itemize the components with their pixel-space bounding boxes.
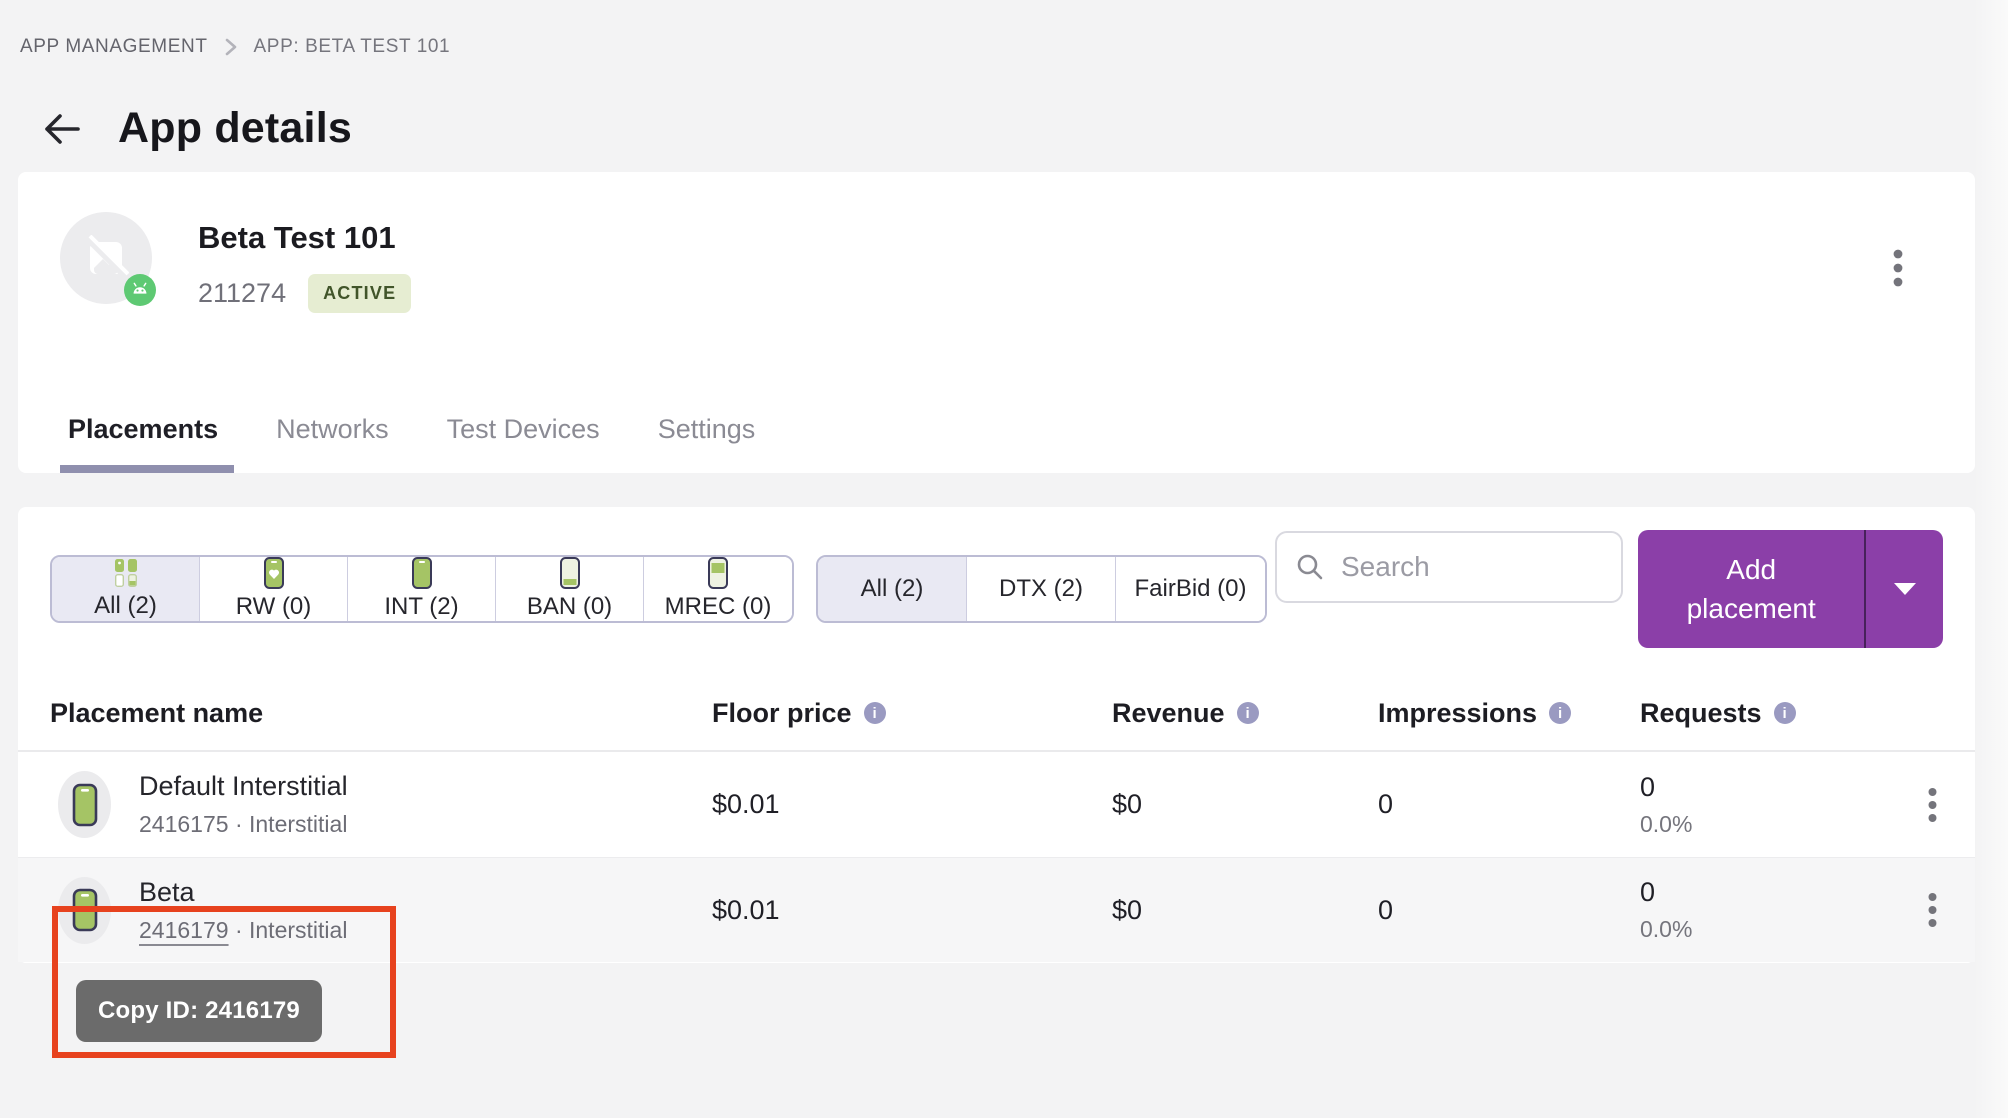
- android-icon: [124, 274, 156, 306]
- breadcrumb-current-app: APP: BETA TEST 101: [253, 36, 451, 57]
- add-placement-dropdown[interactable]: [1864, 530, 1943, 648]
- placement-meta: 2416179 · Interstitial: [139, 917, 347, 944]
- info-icon[interactable]: i: [863, 702, 886, 724]
- search-field: [1275, 531, 1623, 603]
- requests-value: 0: [1640, 771, 1656, 802]
- network-filter: All (2) DTX (2) FairBid (0): [816, 555, 1267, 623]
- filter-type-int[interactable]: INT (2): [348, 557, 496, 621]
- breadcrumb-app-management[interactable]: APP MANAGEMENT: [20, 36, 208, 57]
- copy-id-tooltip: Copy ID: 2416179: [76, 980, 322, 1042]
- phone-interstitial-icon: [58, 876, 111, 944]
- table-row-default-interstitial[interactable]: Default Interstitial 2416175 · Interstit…: [18, 752, 1975, 857]
- placement-id-link[interactable]: 2416179: [139, 916, 229, 943]
- placement-meta: 2416175 · Interstitial: [139, 811, 348, 838]
- column-revenue: Revenue: [1112, 697, 1225, 728]
- info-icon[interactable]: i: [1773, 702, 1796, 724]
- app-id: 211274: [198, 278, 287, 308]
- table-header-row: Placement name Floor price i Revenue i I…: [18, 676, 1975, 752]
- caret-down-icon: [1893, 583, 1916, 595]
- info-icon[interactable]: i: [1236, 702, 1259, 724]
- revenue-value: $0: [1112, 789, 1143, 819]
- no-image-icon: [60, 212, 152, 304]
- placement-type: Interstitial: [249, 916, 348, 943]
- filter-network-dtx[interactable]: DTX (2): [967, 557, 1116, 621]
- row-menu-kebab-icon[interactable]: [1920, 884, 1945, 936]
- impressions-value: 0: [1378, 789, 1394, 819]
- column-floor-price: Floor price: [712, 697, 852, 728]
- floor-price-value: $0.01: [712, 894, 780, 925]
- status-badge: ACTIVE: [308, 274, 412, 313]
- fill-rate-value: 0.0%: [1640, 810, 1693, 837]
- meta-separator: ·: [234, 916, 243, 943]
- filter-network-all-label: All (2): [860, 575, 924, 602]
- fill-rate-value: 0.0%: [1640, 916, 1693, 942]
- filter-network-fairbid[interactable]: FairBid (0): [1116, 557, 1265, 621]
- back-arrow-icon[interactable]: [40, 109, 84, 149]
- table-row-beta[interactable]: Beta 2416179 · Interstitial $0.01 $0 0 0…: [18, 857, 1975, 962]
- filter-network-all[interactable]: All (2): [818, 557, 967, 621]
- page-title: App details: [118, 104, 352, 152]
- page-header: App details: [40, 104, 352, 153]
- placement-type-filter: All (2) RW (0): [50, 555, 794, 623]
- filter-type-mrec[interactable]: MREC (0): [644, 557, 792, 621]
- filter-type-ban[interactable]: BAN (0): [496, 557, 644, 621]
- meta-separator: ·: [234, 811, 243, 837]
- filter-type-all-label: All (2): [94, 592, 157, 619]
- app-avatar: [60, 212, 156, 306]
- column-impressions: Impressions: [1378, 697, 1538, 728]
- placement-id[interactable]: 2416175: [139, 811, 229, 837]
- placement-type: Interstitial: [249, 811, 348, 837]
- tab-settings[interactable]: Settings: [657, 414, 756, 444]
- app-name: Beta Test 101: [198, 220, 396, 255]
- column-placement-name: Placement name: [50, 697, 264, 728]
- filter-type-mrec-label: MREC (0): [664, 593, 772, 620]
- phone-mrec-icon: [707, 557, 729, 589]
- chevron-right-icon: [224, 37, 238, 57]
- placement-name: Beta: [139, 876, 195, 907]
- filter-type-rw[interactable]: RW (0): [200, 557, 348, 621]
- app-summary-card: Beta Test 101 211274 ACTIVE Placements N…: [18, 172, 1975, 473]
- add-placement-label: Add placement: [1686, 554, 1816, 624]
- filter-type-int-label: INT (2): [384, 593, 459, 620]
- placements-table: Placement name Floor price i Revenue i I…: [18, 676, 1975, 962]
- floor-price-value: $0.01: [712, 789, 780, 819]
- row-menu-kebab-icon[interactable]: [1920, 779, 1945, 831]
- search-input[interactable]: [1341, 551, 1603, 583]
- tab-networks[interactable]: Networks: [276, 414, 389, 444]
- app-menu-kebab-icon[interactable]: [1883, 238, 1913, 298]
- revenue-value: $0: [1112, 894, 1143, 925]
- phones-grid-icon: [111, 558, 141, 588]
- filter-type-all[interactable]: All (2): [52, 557, 200, 621]
- search-icon: [1295, 552, 1325, 582]
- phone-interstitial-icon: [411, 557, 433, 589]
- tab-bar: Placements Networks Test Devices Setting…: [59, 414, 757, 473]
- requests-value: 0: [1640, 877, 1656, 907]
- add-placement-button[interactable]: Add placement: [1638, 530, 1943, 648]
- tab-test-devices[interactable]: Test Devices: [446, 414, 600, 444]
- tab-placements[interactable]: Placements: [59, 414, 235, 473]
- column-requests: Requests: [1640, 697, 1762, 728]
- filter-type-ban-label: BAN (0): [526, 593, 613, 620]
- phone-banner-icon: [559, 557, 581, 589]
- info-icon[interactable]: i: [1549, 702, 1572, 724]
- phone-interstitial-icon: [58, 771, 111, 838]
- phone-rewarded-icon: [263, 557, 285, 589]
- filter-type-rw-label: RW (0): [235, 593, 312, 620]
- breadcrumb: APP MANAGEMENT APP: BETA TEST 101: [20, 36, 450, 58]
- filter-network-dtx-label: DTX (2): [999, 575, 1083, 602]
- impressions-value: 0: [1378, 894, 1394, 925]
- placement-name: Default Interstitial: [139, 771, 348, 801]
- placements-card: All (2) RW (0): [18, 507, 1975, 963]
- filter-bar: All (2) RW (0): [18, 507, 1975, 648]
- filter-network-fairbid-label: FairBid (0): [1134, 575, 1247, 602]
